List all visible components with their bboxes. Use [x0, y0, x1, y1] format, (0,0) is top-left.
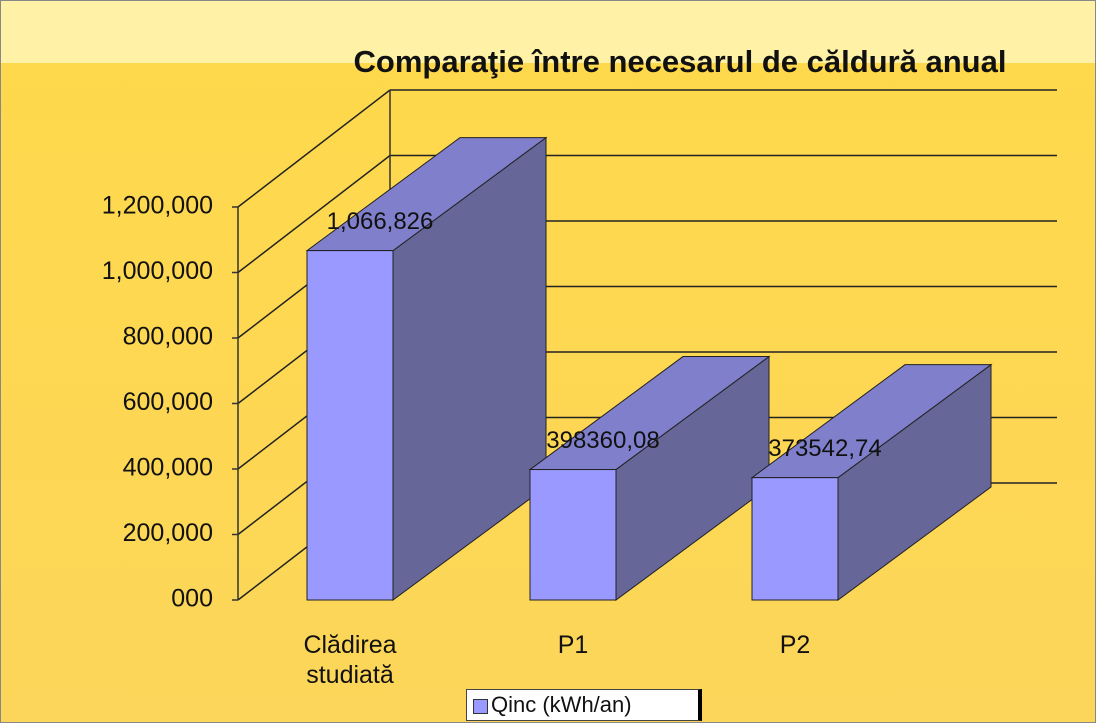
- bar: [305, 136, 548, 601]
- legend: Qinc (kWh/an): [466, 689, 702, 721]
- x-tick-label: P1: [557, 631, 589, 659]
- bar: [528, 355, 771, 601]
- y-tick-label: 400,000: [123, 454, 213, 482]
- x-tick-label: Clădirea studiată: [303, 631, 397, 689]
- grid-line: [237, 89, 391, 208]
- legend-label: Qinc (kWh/an): [491, 692, 632, 717]
- data-label: 398360,08: [546, 427, 659, 454]
- chart-title: Comparaţie între necesarul de căldură an…: [354, 44, 1007, 79]
- y-tick-label: 600,000: [123, 388, 213, 416]
- data-label: 373542,74: [768, 435, 881, 462]
- y-tick-label: 200,000: [123, 519, 213, 547]
- y-tick-label: 1,200,000: [102, 192, 213, 220]
- x-tick-label: P2: [779, 631, 811, 659]
- bar: [750, 363, 993, 601]
- data-label: 1,066,826: [327, 208, 434, 235]
- y-tick-label: 800,000: [123, 323, 213, 351]
- y-tick-label: 000: [171, 585, 213, 613]
- top-band: [1, 1, 1095, 63]
- bar-front: [306, 250, 394, 601]
- y-tick-label: 1,000,000: [102, 257, 213, 285]
- legend-swatch: [473, 699, 488, 714]
- grid-line: [237, 154, 391, 274]
- bar-front: [529, 469, 617, 601]
- bar-front: [751, 477, 839, 601]
